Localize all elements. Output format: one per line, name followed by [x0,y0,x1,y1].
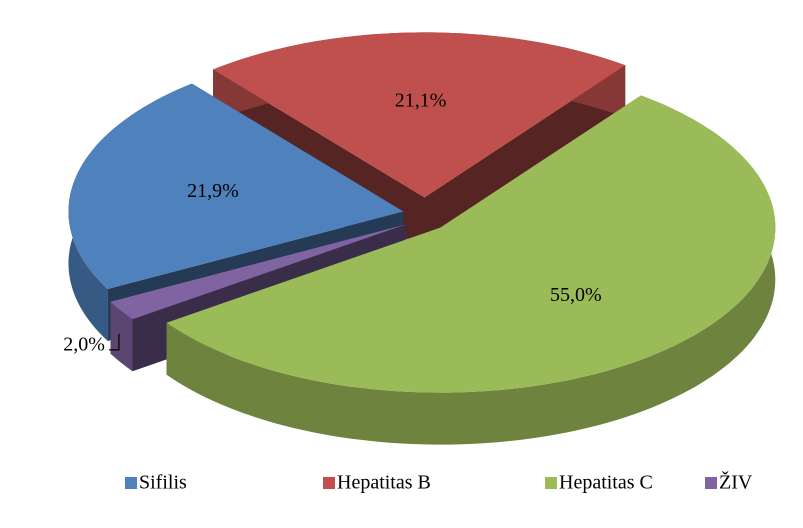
slice-side [424,65,626,250]
legend-swatch [323,477,335,489]
slice-wall [110,301,133,372]
leader-line [108,333,120,351]
slice-top [213,32,626,198]
data-label: 21,1% [395,89,447,111]
data-label: 55,0% [550,284,602,306]
legend-label: Hepatitas C [559,472,653,494]
slice [166,95,776,445]
data-label: 21,9% [187,180,239,202]
slice-top [110,224,407,320]
legend-label: Hepatitas B [337,472,431,494]
slice-top [68,83,404,289]
legend-label: ŽIV [719,471,753,494]
slice-top [166,95,776,393]
legend-swatch [125,477,137,489]
legend-swatch [705,477,717,489]
data-label: 2,0% [63,333,105,355]
legend-swatch [545,477,557,489]
legend-label: Sifilis [139,472,187,494]
